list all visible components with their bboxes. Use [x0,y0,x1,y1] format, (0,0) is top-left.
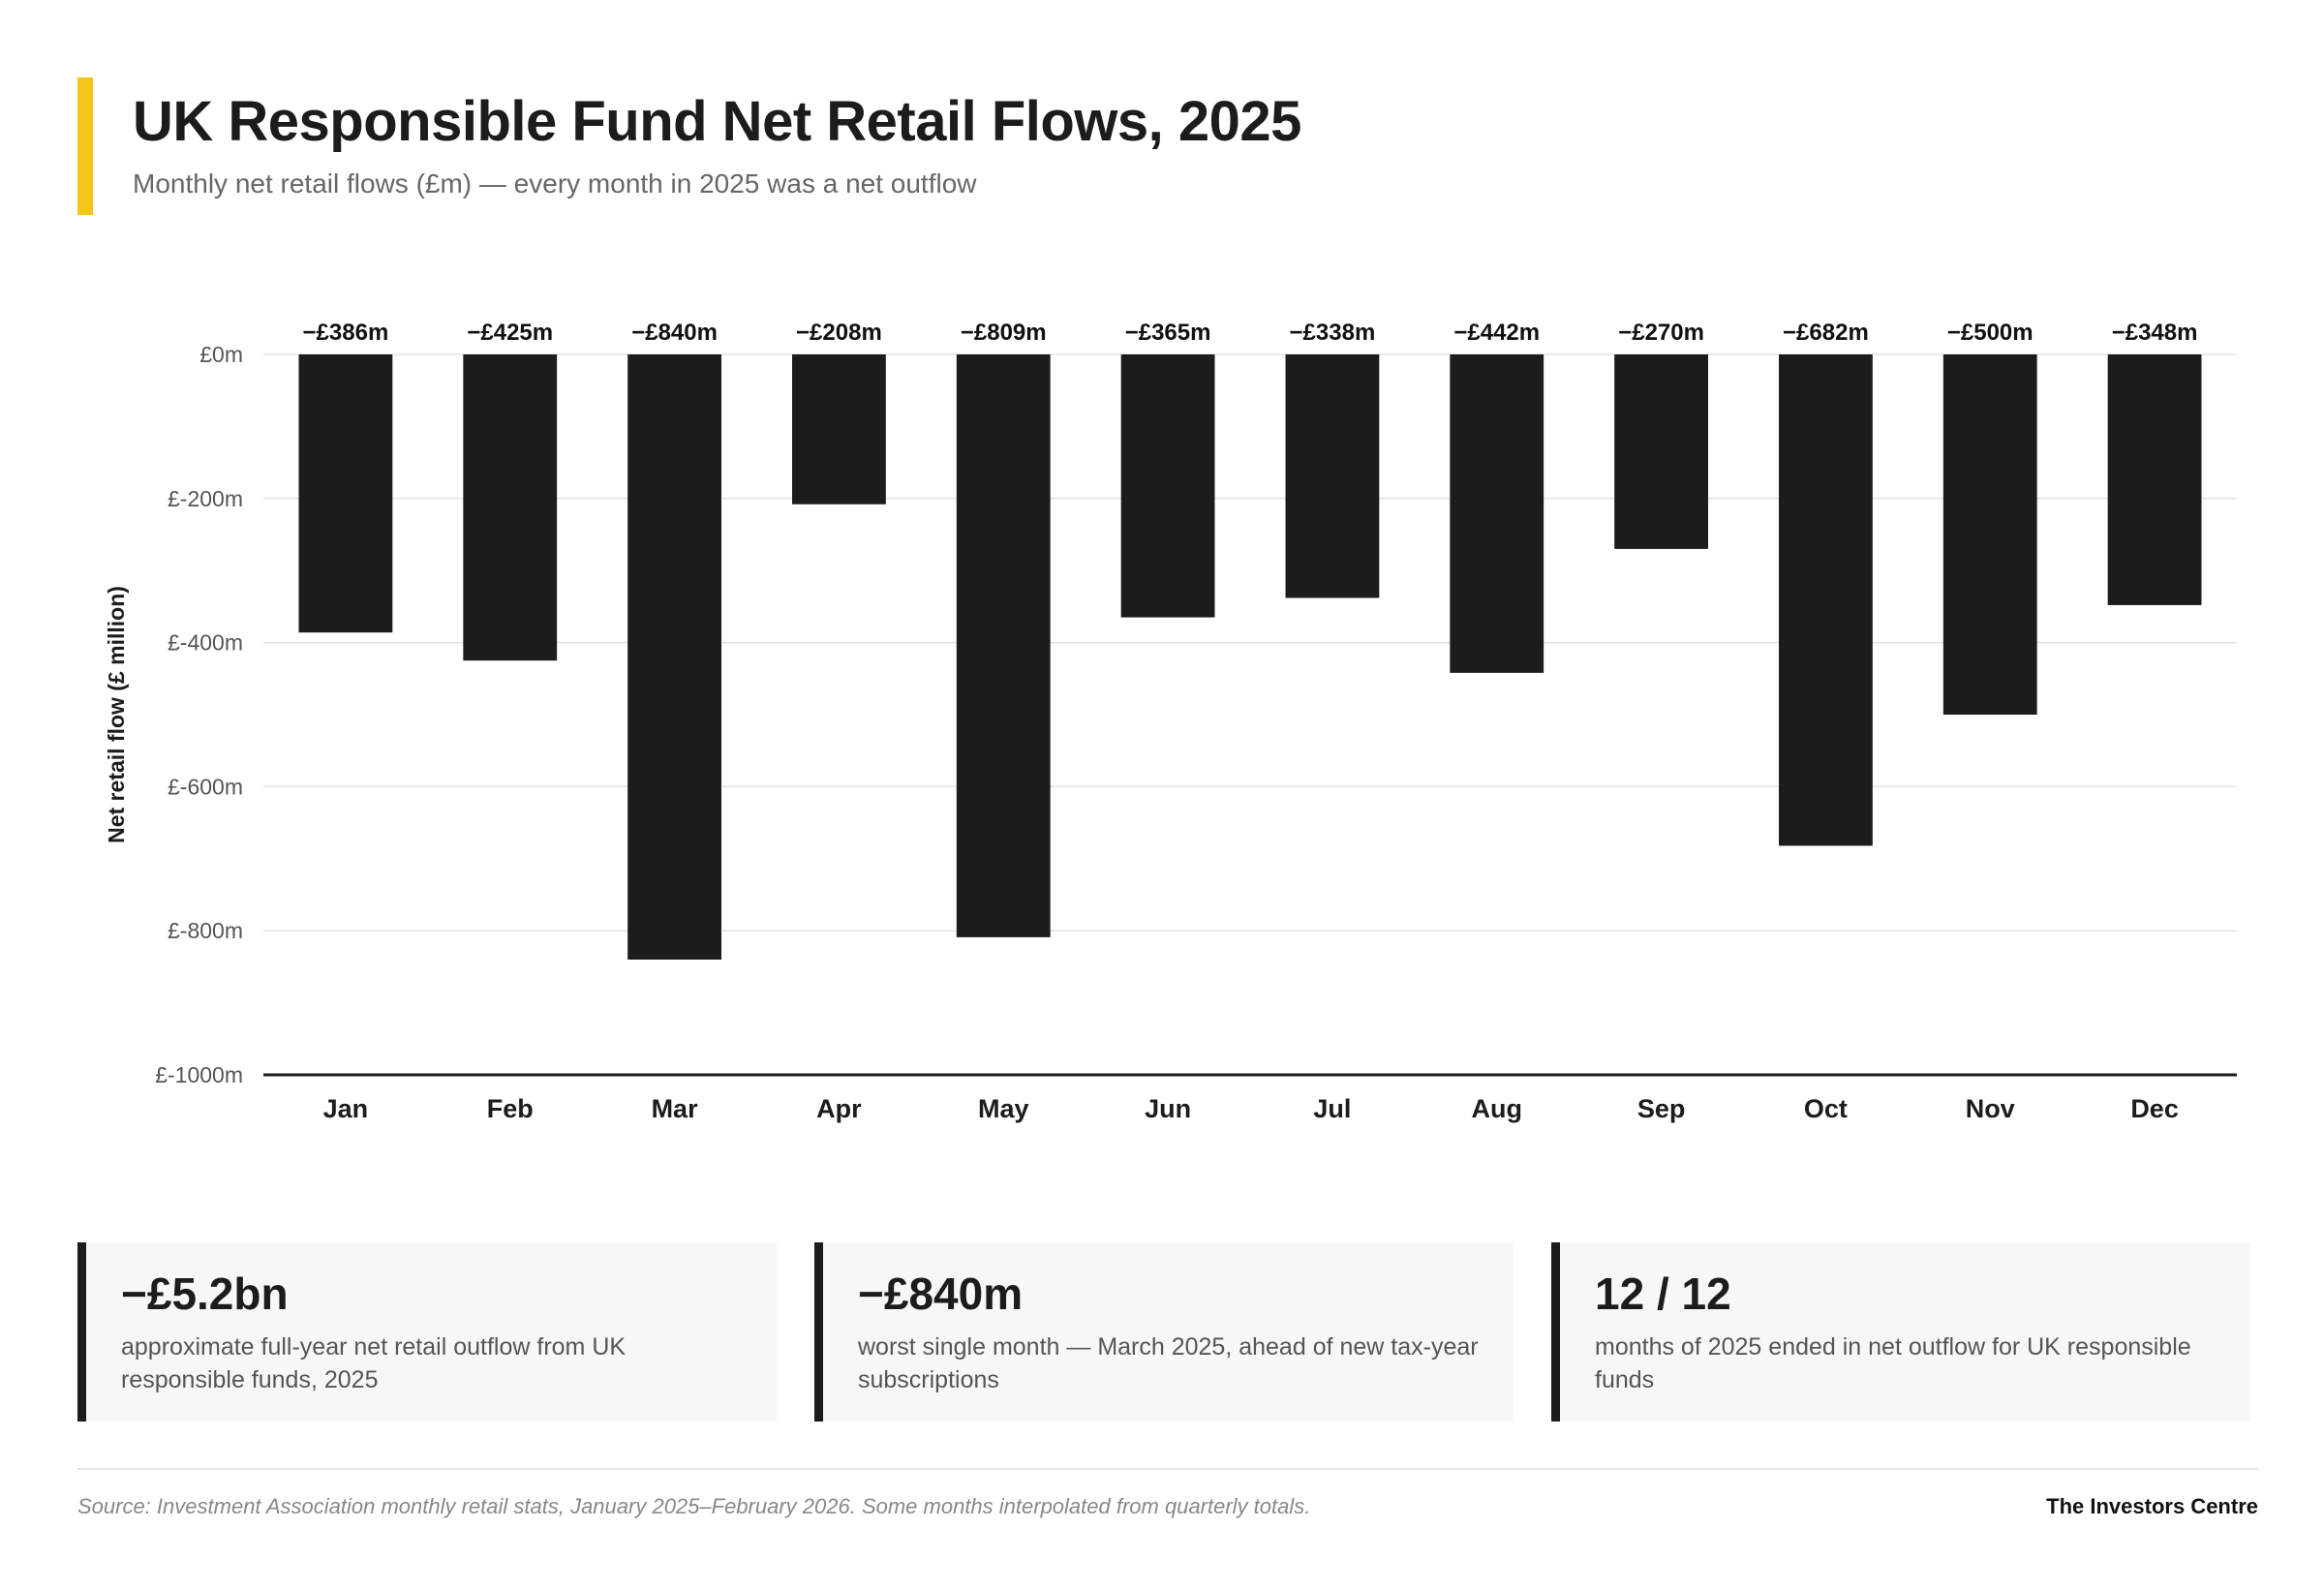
stat-value: −£840m [858,1269,1024,1319]
x-tick-label-feb: Feb [487,1094,534,1123]
y-axis-ticks: £0m £-200m £-400m £-600m £-800m £-1000m [155,342,243,1087]
source-note: Source: Investment Association monthly r… [77,1494,1311,1518]
x-tick-label-mar: Mar [652,1094,699,1123]
bar-aug [1450,354,1544,673]
bar-chart: £0m £-200m £-400m £-600m £-800m £-1000m −£386… [104,320,2237,1123]
value-labels: −£386m −£425m −£840m −£208m −£809m −£365m −£33… [303,320,2198,346]
x-tick-label-apr: Apr [816,1094,862,1123]
bar-oct [1779,354,1873,846]
bar-may [956,354,1051,937]
stat-card-worst-month: −£840m worst single month — March 2025, … [814,1242,1514,1422]
title-accent-bar [77,77,93,215]
x-tick-label-jul: Jul [1313,1094,1351,1123]
x-tick-label-may: May [978,1094,1029,1123]
value-label-apr: −£208m [796,320,882,346]
x-tick-label-jun: Jun [1145,1094,1191,1123]
y-tick-label: £0m [199,342,243,367]
value-label-jun: −£365m [1125,320,1211,346]
bar-sep [1614,354,1708,549]
value-label-feb: −£425m [467,320,553,346]
bar-jun [1120,354,1215,618]
bar-apr [792,354,886,505]
stat-card-outflow-months: 12 / 12 months of 2025 ended in net outf… [1551,1242,2250,1422]
bars [298,354,2202,960]
value-label-oct: −£682m [1783,320,1869,346]
x-tick-label-nov: Nov [1966,1094,2015,1123]
x-tick-label-sep: Sep [1637,1094,1686,1123]
bar-feb [463,354,558,661]
bar-dec [2107,354,2202,605]
stat-description: approximate full-year net retail outflow… [121,1333,627,1394]
value-label-nov: −£500m [1947,320,2034,346]
stat-description: months of 2025 ended in net outflow for … [1595,1333,2191,1394]
x-axis-labels: Jan Feb Mar Apr May Jun Jul Aug Sep Oct Nov Dec [323,1094,2179,1123]
y-tick-label: £-600m [168,774,243,799]
value-label-aug: −£442m [1453,320,1540,346]
x-tick-label-dec: Dec [2130,1094,2179,1123]
y-tick-label: £-200m [168,486,243,511]
brand-name: The Investors Centre [2046,1494,2258,1518]
bar-mar [627,354,721,960]
y-tick-label: £-400m [168,630,243,656]
stat-value: −£5.2bn [121,1269,289,1319]
grid-lines [263,353,2237,932]
y-axis-title: Net retail flow (£ million) [104,586,129,843]
bar-jan [298,354,393,633]
value-label-jul: −£338m [1290,320,1376,346]
x-tick-label-aug: Aug [1472,1094,1522,1123]
value-label-dec: −£348m [2112,320,2198,346]
bar-nov [1942,354,2037,715]
stat-description: worst single month — March 2025, ahead o… [858,1333,1479,1394]
y-tick-label: £-800m [168,918,243,943]
x-tick-label-jan: Jan [323,1094,369,1123]
y-tick-label: £-1000m [155,1062,243,1087]
x-tick-label-oct: Oct [1804,1094,1848,1123]
value-label-may: −£809m [961,320,1047,346]
page-title: UK Responsible Fund Net Retail Flows, 20… [133,90,1301,153]
value-label-sep: −£270m [1618,320,1704,346]
footer-divider [77,1468,2258,1470]
value-label-mar: −£840m [631,320,718,346]
page-subtitle: Monthly net retail flows (£m) — every mo… [133,168,977,199]
bar-jul [1285,354,1380,598]
value-label-jan: −£386m [303,320,389,346]
stat-card-annual-outflow: −£5.2bn approximate full-year net retail… [77,1242,777,1422]
stat-value: 12 / 12 [1595,1269,1731,1319]
